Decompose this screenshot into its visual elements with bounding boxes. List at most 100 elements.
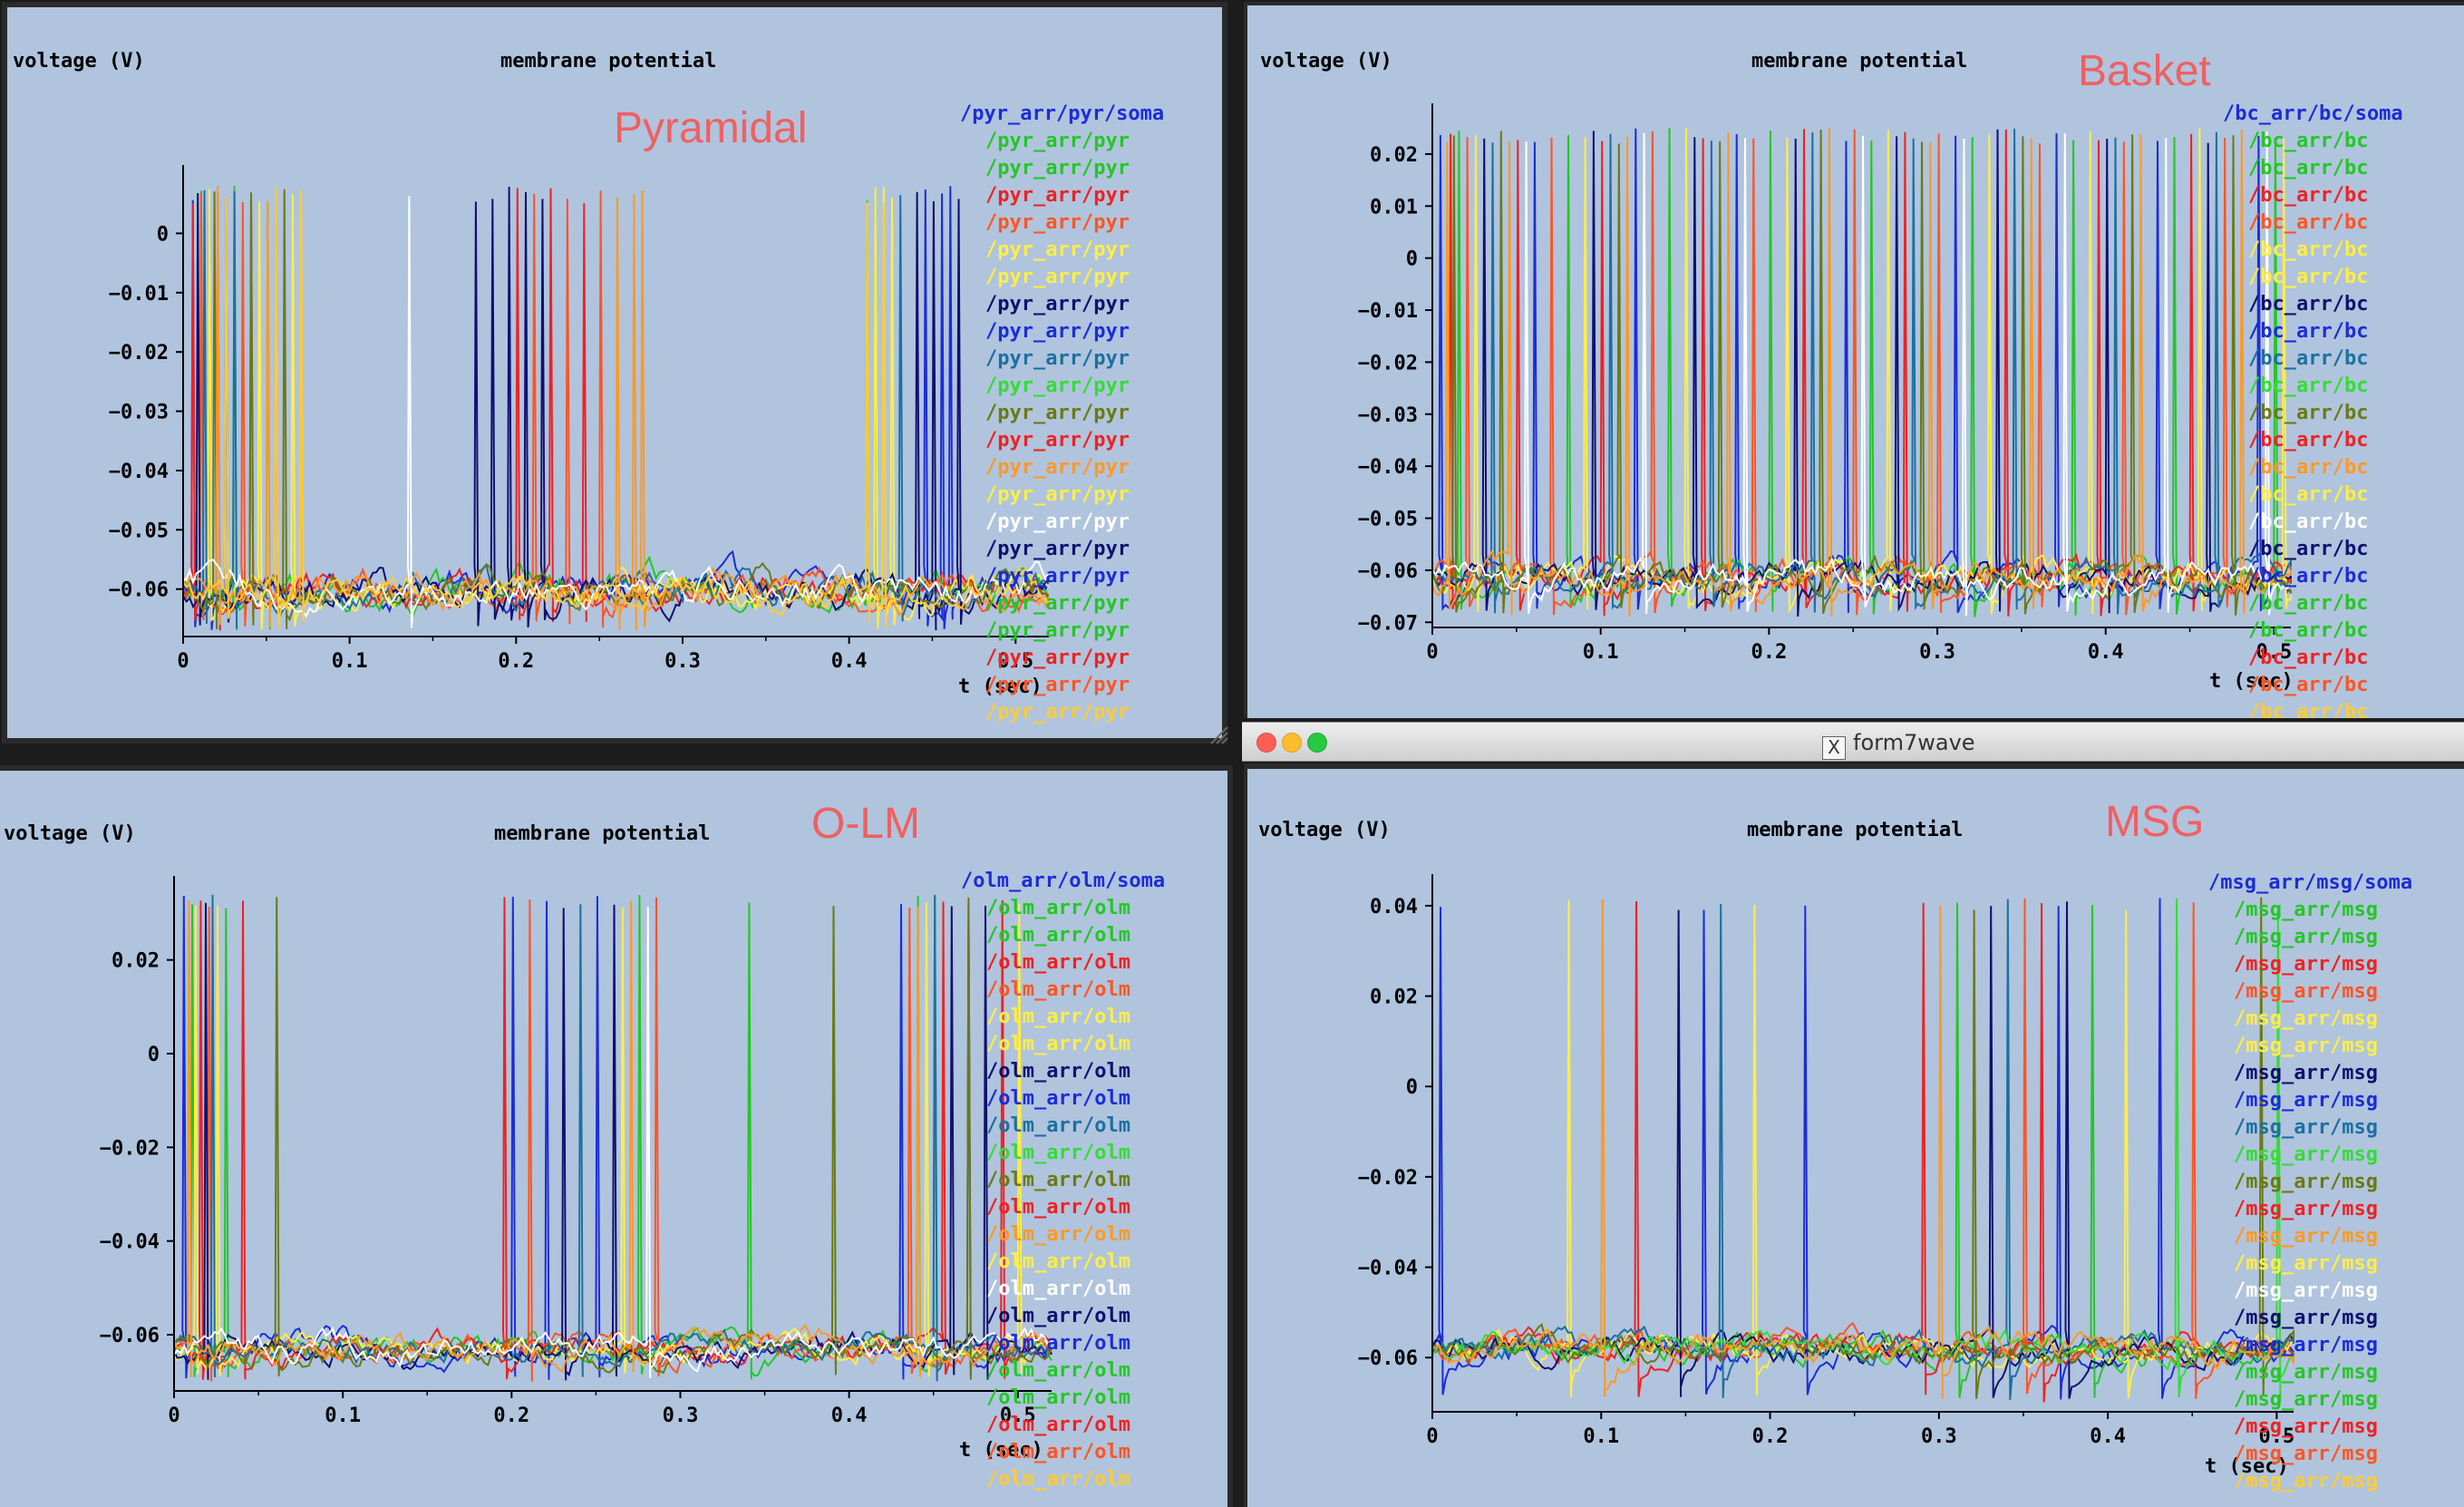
- legend-entry: /bc_arr/bc: [2248, 565, 2368, 588]
- x-axis-label: t (sec): [959, 1439, 1043, 1462]
- legend-entry: /olm_arr/olm: [986, 1305, 1130, 1327]
- y-tick-label: 0.02: [1370, 987, 1418, 1009]
- olm-chart: 0 0.1 0.2 0.3 0.4 0.5 0.02 0 −0.02 −0.04 −0.06 volt…: [4, 800, 1165, 1491]
- x-axis-label: t (sec): [958, 676, 1043, 698]
- x-tick-label: 0: [1426, 1425, 1438, 1448]
- traces: [173, 894, 1053, 1382]
- legend-entry: /bc_arr/bc: [2248, 211, 2368, 234]
- close-window-button[interactable]: [1256, 733, 1276, 753]
- basket-chart: 0 0.1 0.2 0.3 0.4 0.5 0.02 0.01 0 −0.01 −0.02 −0.03…: [1260, 47, 2403, 718]
- series-trace-9: [1431, 131, 2292, 617]
- legend-entry: /msg_arr/msg: [2234, 1035, 2378, 1057]
- x-tick-label: 0.5: [997, 650, 1033, 673]
- legend-entry: /pyr_arr/pyr: [985, 429, 1130, 452]
- legend-entry: /bc_arr/bc: [2248, 456, 2368, 479]
- x-tick-label: 0.4: [2090, 1425, 2126, 1448]
- y-tick-label: 0: [148, 1044, 160, 1066]
- series-trace-8: [1431, 897, 2294, 1399]
- y-tick-label: −0.02: [1358, 1167, 1418, 1190]
- series-trace-3: [1431, 898, 2294, 1399]
- zoom-window-button[interactable]: [1307, 733, 1327, 753]
- series-trace-8: [1431, 128, 2292, 617]
- chart-title: membrane potential: [1747, 819, 1963, 841]
- x-axis-label: t (sec): [2209, 670, 2294, 693]
- legend-entry: /pyr_arr/pyr: [985, 157, 1130, 180]
- legend-entry: /bc_arr/bc: [2248, 619, 2368, 642]
- legend-entry: /olm_arr/olm: [986, 1332, 1130, 1355]
- resize-handle-icon[interactable]: [1209, 725, 1229, 745]
- legend-entry: /pyr_arr/pyr: [985, 184, 1130, 207]
- legend-entry: /bc_arr/bc/soma: [2223, 102, 2403, 125]
- legend-entry: /bc_arr/bc: [2248, 157, 2368, 180]
- x-tick-label: 0.3: [665, 650, 701, 673]
- y-tick-label: −0.04: [109, 461, 169, 483]
- legend-entry: /msg_arr/msg: [2234, 899, 2378, 921]
- legend-entry: /msg_arr/msg: [2234, 1279, 2378, 1302]
- series-trace-6: [1431, 899, 2294, 1400]
- legend-entry: /bc_arr/bc: [2248, 592, 2368, 615]
- series-trace-9: [1431, 899, 2294, 1399]
- y-tick-label: −0.05: [1358, 509, 1418, 531]
- minimize-window-button[interactable]: [1282, 733, 1302, 753]
- y-tick-label: −0.02: [109, 342, 169, 365]
- legend-entry: /msg_arr/msg: [2234, 1307, 2378, 1329]
- legend-entry: /pyr_arr/pyr: [985, 293, 1130, 316]
- traces: [182, 186, 1050, 631]
- legend-entry: /bc_arr/bc: [2248, 429, 2368, 452]
- y-tick-label: −0.01: [109, 283, 169, 306]
- legend-entry: /pyr_arr/pyr: [985, 701, 1130, 724]
- msg-window: 0 0.1 0.2 0.3 0.4 0.5 0.04 0.02 0 −0.02 −0.04 −0.06…: [1244, 763, 2464, 1507]
- series-trace-2: [1431, 900, 2294, 1403]
- legend-entry: /msg_arr/msg: [2234, 1443, 2378, 1465]
- series-trace-10: [182, 187, 1050, 629]
- chart-title: membrane potential: [494, 822, 710, 845]
- olm-window: 0 0.1 0.2 0.3 0.4 0.5 0.02 0 −0.02 −0.04 −0.06 volt…: [0, 765, 1233, 1507]
- y-tick-label: 0.02: [1370, 144, 1418, 167]
- y-tick-label: −0.03: [1358, 404, 1418, 427]
- x-tick-label: 0.2: [493, 1405, 529, 1427]
- y-tick-label: −0.03: [109, 402, 169, 424]
- legend-entry: /msg_arr/msg: [2234, 1225, 2378, 1248]
- legend-entry: /olm_arr/olm: [986, 897, 1130, 919]
- y-tick-label: −0.04: [100, 1231, 160, 1254]
- chart-title: membrane potential: [500, 50, 716, 73]
- x-tick-label: 0.1: [1583, 641, 1619, 664]
- series-trace-4: [1431, 899, 2294, 1399]
- x-tick-label: 0.1: [325, 1405, 361, 1427]
- legend-entry: /olm_arr/olm: [986, 1441, 1130, 1463]
- series-trace-0: [173, 895, 1053, 1380]
- series-trace-0: [1431, 898, 2294, 1400]
- x-tick-label: 0.4: [831, 1405, 868, 1427]
- legend-entry: /pyr_arr/pyr: [985, 538, 1130, 560]
- y-axis-label: voltage (V): [1260, 50, 1392, 73]
- legend-entry: /msg_arr/msg: [2234, 1171, 2378, 1193]
- y-tick-label: 0.01: [1370, 196, 1418, 219]
- series-trace-9: [182, 196, 1050, 628]
- legend-entry: /bc_arr/bc: [2248, 701, 2368, 718]
- x-tick-label: 0.5: [2258, 1425, 2294, 1448]
- cell-type-annotation: Pyramidal: [614, 104, 807, 152]
- legend-entry: /msg_arr/msg: [2234, 1198, 2378, 1220]
- x-tick-label: 0.5: [2256, 641, 2293, 664]
- x-tick-label: 0.1: [1583, 1425, 1619, 1448]
- legend-entry: /olm_arr/olm: [986, 1033, 1130, 1055]
- legend-entry: /olm_arr/olm: [986, 1142, 1130, 1164]
- legend-entry: /olm_arr/olm: [986, 1223, 1130, 1246]
- legend-entry: /pyr_arr/pyr: [985, 130, 1130, 152]
- x-tick-label: 0.1: [332, 650, 368, 673]
- legend-entry: /msg_arr/msg: [2234, 1470, 2378, 1492]
- legend-entry: /pyr_arr/pyr: [985, 592, 1130, 615]
- x-tick-label: 0.5: [1000, 1405, 1036, 1427]
- cell-type-annotation: O-LM: [811, 800, 920, 848]
- legend-entry: /olm_arr/olm: [986, 1414, 1130, 1436]
- y-tick-label: 0: [1406, 1076, 1418, 1099]
- series-trace-9: [173, 907, 1053, 1378]
- x-tick-label: 0.4: [2088, 641, 2124, 664]
- x-tick-label: 0.3: [1919, 641, 1955, 664]
- legend-entry: /olm_arr/olm/soma: [961, 870, 1165, 892]
- legend-entry: /bc_arr/bc: [2248, 402, 2368, 424]
- cell-type-annotation: Basket: [2078, 47, 2211, 95]
- y-tick-label: −0.02: [100, 1137, 160, 1160]
- legend-entry: /msg_arr/msg: [2234, 1007, 2378, 1030]
